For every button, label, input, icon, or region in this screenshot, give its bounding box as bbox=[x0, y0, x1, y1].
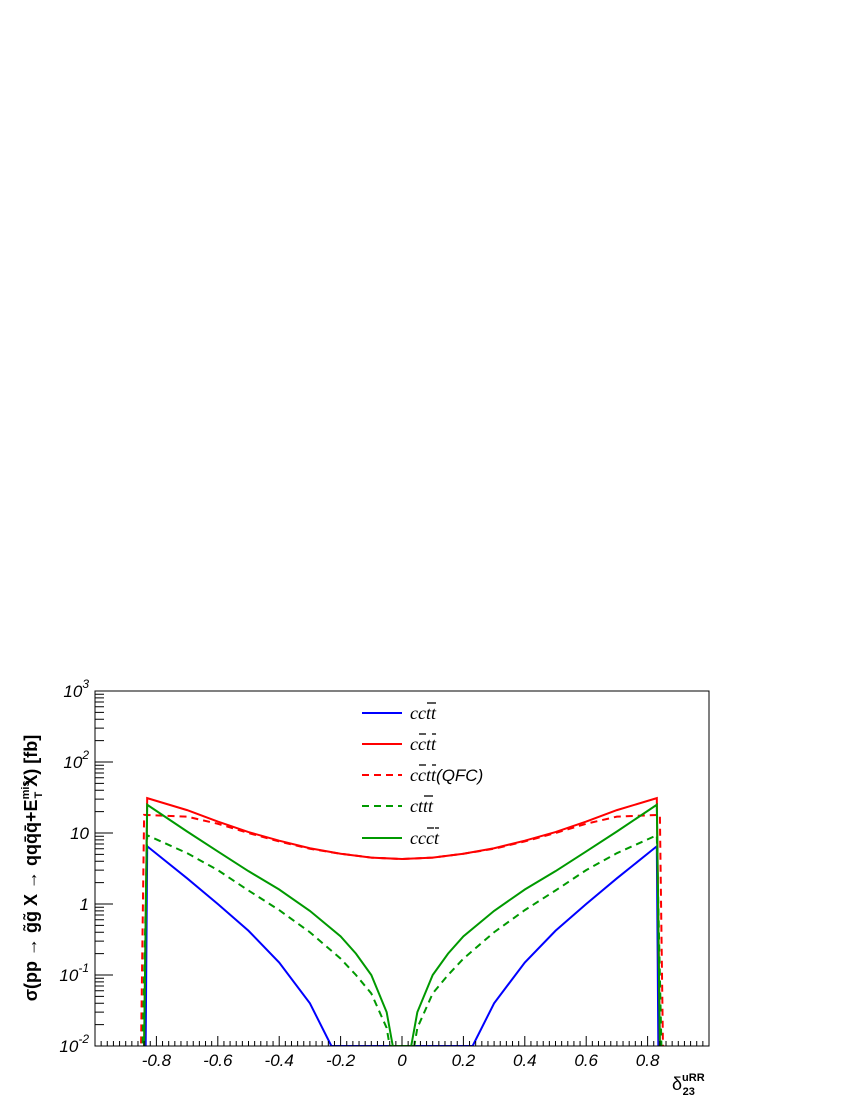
svg-text:c: c bbox=[410, 765, 418, 785]
svg-text:tt: tt bbox=[423, 796, 434, 816]
svg-text:cc: cc bbox=[410, 828, 426, 848]
legend-entry-4: ct tt bbox=[410, 795, 434, 816]
svg-text:tt: tt bbox=[426, 703, 437, 723]
series-line-5 bbox=[143, 802, 661, 1046]
svg-text:t: t bbox=[426, 734, 432, 754]
series-line-3 bbox=[140, 813, 664, 1046]
y-tick-label: 102 bbox=[63, 748, 89, 772]
x-axis-title: δuRR 23 bbox=[672, 1072, 705, 1098]
svg-text:c: c bbox=[426, 828, 434, 848]
series-line-1 bbox=[144, 844, 660, 1046]
svg-text:ct: ct bbox=[410, 796, 424, 816]
y-tick-label: 103 bbox=[63, 677, 89, 701]
x-tick-label: -0.8 bbox=[142, 1051, 172, 1070]
x-tick-label: 0.6 bbox=[574, 1051, 598, 1070]
svg-text:t: t bbox=[431, 765, 437, 785]
svg-text:c: c bbox=[418, 734, 426, 754]
y-tick-label: 10 bbox=[70, 824, 89, 843]
y-tick-label: 10-1 bbox=[59, 961, 89, 985]
series-line-4 bbox=[141, 833, 663, 1046]
legend-entry-1: cc tt bbox=[410, 702, 437, 723]
y-axis-title: σ(pp → g̃g̃ X → qqq̄q̄+EmisT X) [fb] bbox=[20, 735, 45, 1002]
svg-text:cc: cc bbox=[410, 703, 426, 723]
svg-text:(QFC): (QFC) bbox=[436, 766, 483, 785]
y-tick-label: 10-2 bbox=[59, 1032, 89, 1056]
x-tick-label: -0.4 bbox=[265, 1051, 294, 1070]
legend-entry-5: cc c t bbox=[410, 827, 440, 848]
svg-text:t: t bbox=[431, 734, 437, 754]
x-tick-label: -0.2 bbox=[326, 1051, 356, 1070]
svg-text:t: t bbox=[434, 828, 440, 848]
x-tick-label: -0.6 bbox=[203, 1051, 233, 1070]
svg-text:t: t bbox=[426, 765, 432, 785]
y-tick-label: 1 bbox=[80, 895, 89, 914]
x-tick-label: 0 bbox=[397, 1051, 407, 1070]
svg-text:c: c bbox=[418, 765, 426, 785]
svg-text:c: c bbox=[410, 734, 418, 754]
x-tick-label: 0.8 bbox=[636, 1051, 660, 1070]
series-line-2 bbox=[143, 796, 661, 1046]
x-tick-label: 0.2 bbox=[452, 1051, 476, 1070]
x-tick-label: 0.4 bbox=[513, 1051, 537, 1070]
